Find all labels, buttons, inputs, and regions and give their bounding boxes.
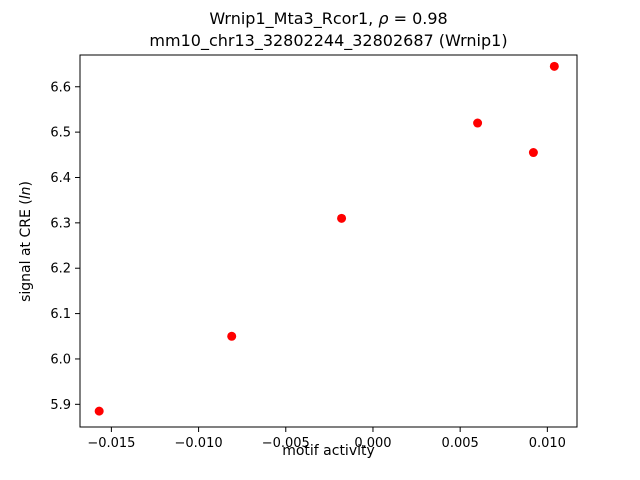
y-tick-label: 6.4 — [50, 171, 71, 186]
scatter-point — [528, 148, 538, 158]
title-prefix: Wrnip1_Mta3_Rcor1, — [209, 9, 379, 28]
x-tick-label: 0.000 — [354, 436, 391, 451]
scatter-point — [473, 118, 483, 128]
x-tick-label: 0.010 — [529, 436, 566, 451]
title-correlation-value: = 0.98 — [388, 9, 448, 28]
axes-box — [79, 54, 578, 428]
y-tick-label: 6.2 — [50, 262, 71, 277]
x-tick-label: −0.010 — [175, 436, 223, 451]
scatter-point — [549, 61, 559, 71]
x-tick-label: 0.005 — [442, 436, 479, 451]
x-tick-label: −0.015 — [87, 436, 135, 451]
scatter-point — [337, 213, 347, 223]
title-rho-symbol: ρ — [378, 9, 389, 28]
scatter-point — [94, 406, 104, 416]
y-tick-label: 6.1 — [50, 307, 71, 322]
x-tick-label: −0.005 — [262, 436, 310, 451]
y-tick-label: 6.3 — [50, 216, 71, 231]
y-tick-label: 6.5 — [50, 126, 71, 141]
x-axis-label: motif activity — [282, 443, 375, 459]
y-tick-label: 5.9 — [50, 398, 71, 413]
y-tick-label: 6.6 — [50, 80, 71, 95]
y-tick-label: 6.0 — [50, 352, 71, 367]
chart-title: Wrnip1_Mta3_Rcor1, ρ = 0.98 mm10_chr13_3… — [80, 8, 577, 52]
chart-title-line2: mm10_chr13_32802244_32802687 (Wrnip1) — [149, 31, 508, 50]
chart-title-line1: Wrnip1_Mta3_Rcor1, ρ = 0.98 — [80, 8, 577, 30]
scatter-point — [227, 331, 237, 341]
